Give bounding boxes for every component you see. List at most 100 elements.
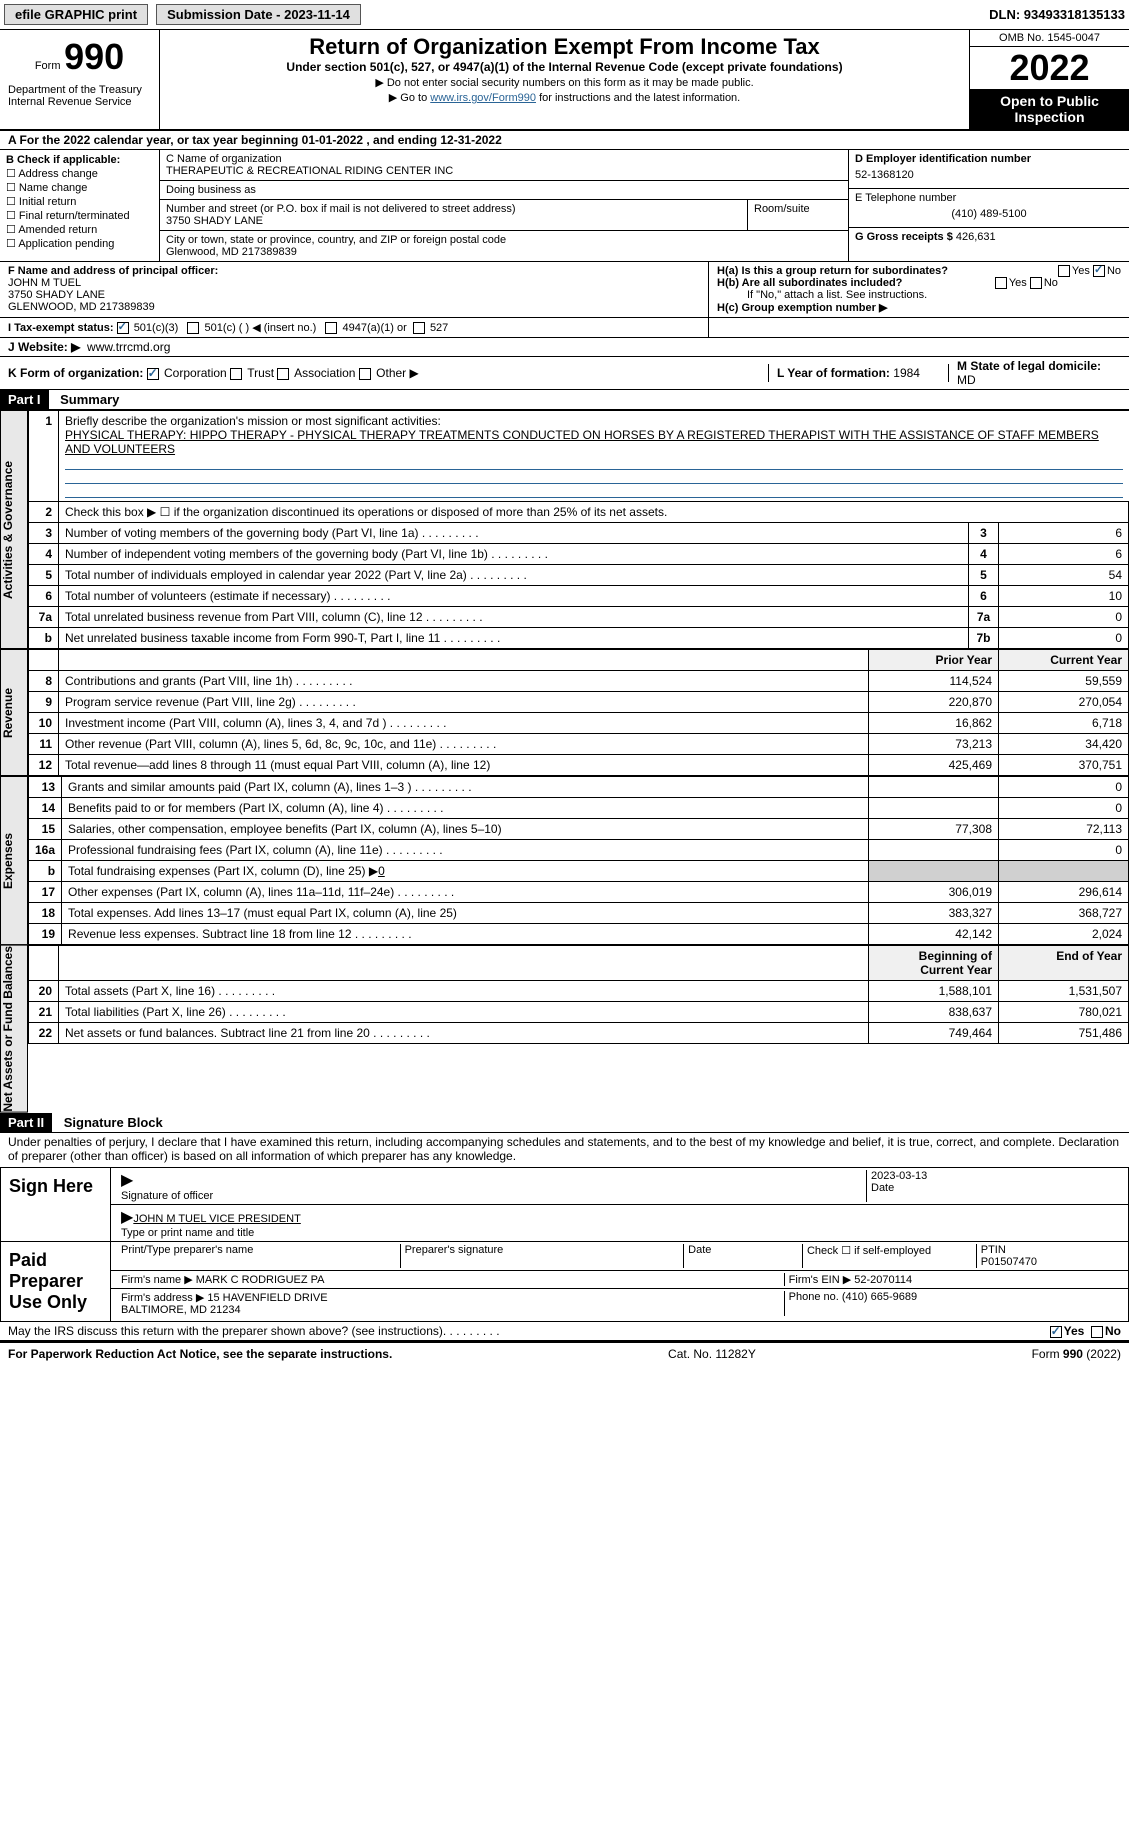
dba-cell: Doing business as — [160, 181, 848, 200]
ha-no[interactable] — [1093, 265, 1105, 277]
line6: Total number of volunteers (estimate if … — [65, 589, 330, 603]
v4: 6 — [999, 544, 1129, 565]
cb-application[interactable]: ☐ Application pending — [6, 237, 153, 250]
discuss-no[interactable] — [1091, 1326, 1103, 1338]
mission-text: PHYSICAL THERAPY: HIPPO THERAPY - PHYSIC… — [65, 428, 1099, 456]
hb: H(b) Are all subordinates included? Yes … — [717, 277, 1121, 289]
form-subtitle: Under section 501(c), 527, or 4947(a)(1)… — [166, 60, 963, 74]
form-title: Return of Organization Exempt From Incom… — [166, 34, 963, 60]
line16a: Professional fundraising fees (Part IX, … — [68, 843, 383, 857]
paid-preparer: Paid Preparer Use Only — [1, 1242, 111, 1321]
beg-hdr: Beginning of Current Year — [869, 946, 999, 981]
city: Glenwood, MD 217389839 — [166, 246, 842, 258]
firm-ein: 52-2070114 — [854, 1274, 912, 1286]
line20: Total assets (Part X, line 16) — [65, 984, 215, 998]
cb-final-return[interactable]: ☐ Final return/terminated — [6, 209, 153, 222]
footer-right: Form 990 (2022) — [1032, 1347, 1121, 1361]
ha-yes[interactable] — [1058, 265, 1070, 277]
line4: Number of independent voting members of … — [65, 547, 488, 561]
line19: Revenue less expenses. Subtract line 18 … — [68, 927, 352, 941]
cb-501c3[interactable] — [117, 322, 129, 334]
line-a: A For the 2022 calendar year, or tax yea… — [0, 131, 1129, 150]
note2: ▶ Go to www.irs.gov/Form990 for instruct… — [166, 91, 963, 104]
submission-date-btn[interactable]: Submission Date - 2023-11-14 — [156, 4, 361, 25]
hc: H(c) Group exemption number ▶ — [717, 301, 1121, 314]
efile-btn[interactable]: efile GRAPHIC print — [4, 4, 148, 25]
line7b: Net unrelated business taxable income fr… — [65, 631, 440, 645]
cb-4947[interactable] — [325, 322, 337, 334]
part2-title: Signature Block — [56, 1115, 163, 1130]
tax-year: 2022 — [970, 47, 1129, 89]
cb-initial-return[interactable]: ☐ Initial return — [6, 195, 153, 208]
city-label: City or town, state or province, country… — [166, 234, 842, 246]
ha: H(a) Is this a group return for subordin… — [717, 265, 1121, 277]
mission-label: Briefly describe the organization's miss… — [65, 414, 441, 428]
discuss-row: May the IRS discuss this return with the… — [0, 1322, 1129, 1341]
line13: Grants and similar amounts paid (Part IX… — [68, 780, 411, 794]
hb-yes[interactable] — [995, 277, 1007, 289]
year-formation: L Year of formation: 1984 — [769, 364, 949, 382]
cb-assoc[interactable] — [277, 368, 289, 380]
cb-527[interactable] — [413, 322, 425, 334]
prior-hdr: Prior Year — [869, 650, 999, 671]
footer-left: For Paperwork Reduction Act Notice, see … — [8, 1347, 392, 1361]
note1: ▶ Do not enter social security numbers o… — [166, 76, 963, 89]
cb-corp[interactable] — [147, 368, 159, 380]
self-employed: Check ☐ if self-employed — [803, 1244, 977, 1268]
col-b: B Check if applicable: ☐ Address change … — [0, 150, 160, 261]
line14: Benefits paid to or for members (Part IX… — [68, 801, 383, 815]
line16b: Total fundraising expenses (Part IX, col… — [68, 864, 378, 878]
line12: Total revenue—add lines 8 through 11 (mu… — [65, 758, 490, 772]
sig-officer-label: Signature of officer — [121, 1190, 213, 1202]
v6: 10 — [999, 586, 1129, 607]
tax-exempt-status: I Tax-exempt status: 501(c)(3) 501(c) ( … — [0, 318, 709, 337]
room-label: Room/suite — [754, 203, 842, 215]
cb-501c[interactable] — [187, 322, 199, 334]
prep-date-label: Date — [684, 1244, 803, 1268]
sec-governance: Activities & Governance — [0, 410, 28, 649]
part2-hdr: Part II — [0, 1113, 52, 1132]
current-hdr: Current Year — [999, 650, 1129, 671]
addr-label: Number and street (or P.O. box if mail i… — [166, 203, 741, 215]
line15: Salaries, other compensation, employee b… — [68, 822, 502, 836]
addr: 3750 SHADY LANE — [166, 215, 741, 227]
officer-name: JOHN M TUEL VICE PRESIDENT — [133, 1213, 300, 1225]
cb-trust[interactable] — [230, 368, 242, 380]
irs-link[interactable]: www.irs.gov/Form990 — [430, 92, 536, 104]
form-org: K Form of organization: Corporation Trus… — [0, 364, 769, 382]
form-number: 990 — [64, 36, 124, 77]
line5: Total number of individuals employed in … — [65, 568, 467, 582]
v3: 6 — [999, 523, 1129, 544]
phone-cell: E Telephone number (410) 489-5100 — [849, 189, 1129, 228]
discuss-yes[interactable] — [1050, 1326, 1062, 1338]
v7a: 0 — [999, 607, 1129, 628]
dln: DLN: 93493318135133 — [989, 7, 1125, 22]
line2: Check this box ▶ ☐ if the organization d… — [59, 502, 1129, 523]
cb-amended[interactable]: ☐ Amended return — [6, 223, 153, 236]
cb-address-change[interactable]: ☐ Address change — [6, 167, 153, 180]
firm-phone: (410) 665-9689 — [842, 1291, 917, 1303]
line18: Total expenses. Add lines 13–17 (must eq… — [68, 906, 457, 920]
topbar: efile GRAPHIC print Submission Date - 20… — [0, 0, 1129, 30]
hb-no[interactable] — [1030, 277, 1042, 289]
dept-label: Department of the Treasury Internal Reve… — [8, 84, 151, 108]
line10: Investment income (Part VIII, column (A)… — [65, 716, 386, 730]
sec-expenses: Expenses — [0, 776, 28, 945]
v7b: 0 — [999, 628, 1129, 649]
part1-title: Summary — [52, 392, 119, 407]
cb-name-change[interactable]: ☐ Name change — [6, 181, 153, 194]
end-hdr: End of Year — [999, 946, 1129, 981]
omb-number: OMB No. 1545-0047 — [970, 30, 1129, 47]
form-header: Form 990 Department of the Treasury Inte… — [0, 30, 1129, 131]
gross-cell: G Gross receipts $ 426,631 — [849, 228, 1129, 246]
sign-here: Sign Here — [1, 1168, 111, 1241]
line7a: Total unrelated business revenue from Pa… — [65, 610, 423, 624]
sec-net-assets: Net Assets or Fund Balances — [0, 945, 28, 1113]
sec-revenue: Revenue — [0, 649, 28, 776]
form-word: Form — [35, 60, 61, 72]
line17: Other expenses (Part IX, column (A), lin… — [68, 885, 394, 899]
part1-hdr: Part I — [0, 390, 49, 409]
cb-other[interactable] — [359, 368, 371, 380]
firm-name: MARK C RODRIGUEZ PA — [196, 1274, 325, 1286]
line3: Number of voting members of the governin… — [65, 526, 419, 540]
